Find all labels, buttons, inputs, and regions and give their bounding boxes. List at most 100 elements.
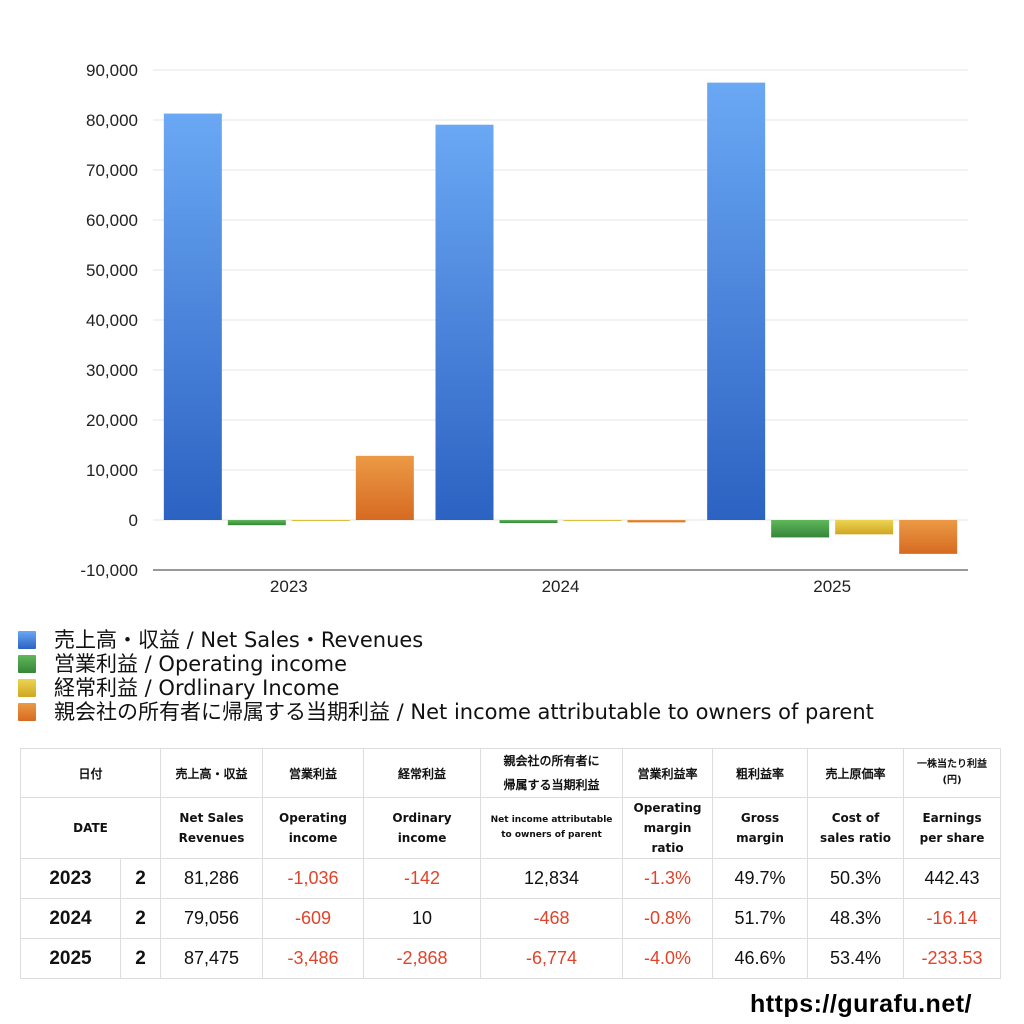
y-tick-label: 30,000: [86, 361, 138, 380]
cell-sales: 81,286: [160, 858, 264, 899]
bar-2023-series-3: [355, 455, 414, 520]
cell-net: 12,834: [480, 858, 624, 899]
x-tick-label: 2025: [813, 577, 851, 596]
bars: [163, 82, 958, 554]
cell-month: 2: [119, 898, 162, 939]
y-tick-label: 50,000: [86, 261, 138, 280]
cell-ordinary: -142: [363, 858, 482, 899]
bar-2024-series-3: [627, 520, 686, 523]
header-net-en-line1: Net income attributable: [490, 815, 613, 825]
header-cost-en-line2: sales ratio: [820, 831, 891, 845]
bar-2024-series-2: [563, 519, 622, 521]
header-eps-jp: 一株当たり利益 (円): [903, 748, 1002, 798]
cell-sales: 79,056: [160, 898, 264, 939]
y-tick-label: -10,000: [80, 561, 138, 580]
table-header-jp: 日付 売上高・収益 営業利益 経常利益 親会社の所有者に 帰属する当期利益 営業利…: [19, 748, 1002, 798]
cell-year: 2024: [20, 898, 121, 939]
header-gross-en-line1: Gross: [740, 811, 780, 825]
header-gross-en: Gross margin: [712, 797, 809, 859]
header-ordinary-en: Ordinary income: [363, 797, 482, 859]
legend-label: 親会社の所有者に帰属する当期利益 / Net income attributab…: [54, 700, 874, 724]
table-row: 2024 2 79,056 -609 10 -468 -0.8% 51.7% 4…: [20, 898, 1002, 939]
legend-item-net-sales: 売上高・収益 / Net Sales・Revenues: [18, 628, 874, 652]
cell-net: -6,774: [480, 938, 624, 979]
legend: 売上高・収益 / Net Sales・Revenues 営業利益 / Opera…: [18, 628, 874, 724]
header-ordinary-jp: 経常利益: [363, 748, 482, 798]
cell-gross: 51.7%: [712, 898, 809, 939]
bar-2024-series-1: [499, 520, 558, 524]
legend-swatch-operating-income: [18, 655, 36, 673]
y-tick-label: 20,000: [86, 411, 138, 430]
header-cost-en-line1: Cost of: [831, 811, 880, 825]
cell-gross: 49.7%: [712, 858, 809, 899]
header-ordinary-en-line1: Ordinary: [392, 811, 452, 825]
gridlines: [153, 69, 968, 571]
bar-2023-series-2: [291, 520, 350, 521]
header-op-margin-en-line1: Operating: [633, 801, 702, 815]
bar-chart: 90,000 80,000 70,000 60,000 50,000 40,000 30,0…: [80, 61, 968, 596]
cell-year: 2025: [20, 938, 121, 979]
header-ordinary-en-line2: income: [397, 831, 447, 845]
cell-ordinary: 10: [363, 898, 482, 939]
header-net-jp: 親会社の所有者に 帰属する当期利益: [480, 748, 624, 798]
header-cost-en: Cost of sales ratio: [807, 797, 905, 859]
site-url: https://gurafu.net/: [750, 990, 972, 1018]
cell-month: 2: [119, 938, 162, 979]
header-eps-en-line1: Earnings: [922, 811, 982, 825]
cell-operating: -1,036: [262, 858, 365, 899]
bar-2025-series-0: [707, 82, 766, 520]
cell-op-margin: -0.8%: [622, 898, 714, 939]
header-sales-en-line1: Net Sales: [179, 811, 244, 825]
y-tick-label: 80,000: [86, 111, 138, 130]
cell-op-margin: -1.3%: [622, 858, 714, 899]
cell-operating: -609: [262, 898, 365, 939]
y-tick-label: 0: [129, 511, 138, 530]
y-tick-label: 60,000: [86, 211, 138, 230]
cell-operating: -3,486: [262, 938, 365, 979]
header-sales-jp: 売上高・収益: [160, 748, 264, 798]
y-tick-label: 10,000: [86, 461, 138, 480]
x-axis-ticks: 2023 2024 2025: [270, 577, 851, 596]
cell-net: -468: [480, 898, 624, 939]
header-eps-en: Earnings per share: [903, 797, 1002, 859]
y-axis-ticks: 90,000 80,000 70,000 60,000 50,000 40,000 30,0…: [80, 61, 138, 580]
header-eps-jp-line2: (円): [942, 775, 962, 786]
header-operating-jp: 営業利益: [262, 748, 365, 798]
header-net-en-line2: to owners of parent: [501, 830, 602, 840]
bar-2025-series-1: [771, 520, 830, 538]
header-cost-jp: 売上原価率: [807, 748, 905, 798]
cell-cost: 48.3%: [807, 898, 905, 939]
bar-2023-series-0: [163, 113, 222, 520]
legend-swatch-net-sales: [18, 631, 36, 649]
legend-item-ordinary-income: 経常利益 / Ordlinary Income: [18, 676, 874, 700]
header-sales-en-line2: Revenues: [178, 831, 245, 845]
bar-2025-series-3: [899, 520, 958, 554]
cell-gross: 46.6%: [712, 938, 809, 979]
cell-eps: -16.14: [903, 898, 1002, 939]
header-eps-en-line2: per share: [919, 831, 985, 845]
cell-eps: -233.53: [903, 938, 1002, 979]
bar-2025-series-2: [835, 520, 894, 535]
table-row: 2025 2 87,475 -3,486 -2,868 -6,774 -4.0%…: [20, 938, 1002, 979]
y-tick-label: 70,000: [86, 161, 138, 180]
table-row: 2023 2 81,286 -1,036 -142 12,834 -1.3% 4…: [20, 858, 1002, 899]
cell-month: 2: [119, 858, 162, 899]
bar-2024-series-0: [435, 124, 494, 520]
header-net-en: Net income attributable to owners of pare…: [480, 797, 624, 859]
header-date-en: DATE: [19, 797, 162, 859]
header-op-margin-en-line3: ratio: [651, 841, 684, 855]
cell-ordinary: -2,868: [363, 938, 482, 979]
legend-item-operating-income: 営業利益 / Operating income: [18, 652, 874, 676]
table-header-en: DATE Net Sales Revenues Operating income O…: [19, 797, 1002, 859]
header-op-margin-en-line2: margin: [643, 821, 692, 835]
legend-label: 経常利益 / Ordlinary Income: [54, 676, 340, 700]
y-tick-label: 90,000: [86, 61, 138, 80]
x-tick-label: 2024: [542, 577, 580, 596]
cell-cost: 50.3%: [807, 858, 905, 899]
header-gross-en-line2: margin: [736, 831, 784, 845]
legend-swatch-net-income: [18, 703, 36, 721]
cell-cost: 53.4%: [807, 938, 905, 979]
x-tick-label: 2023: [270, 577, 308, 596]
header-op-margin-en: Operating margin ratio: [622, 797, 714, 859]
header-net-jp-line2: 帰属する当期利益: [503, 778, 600, 792]
